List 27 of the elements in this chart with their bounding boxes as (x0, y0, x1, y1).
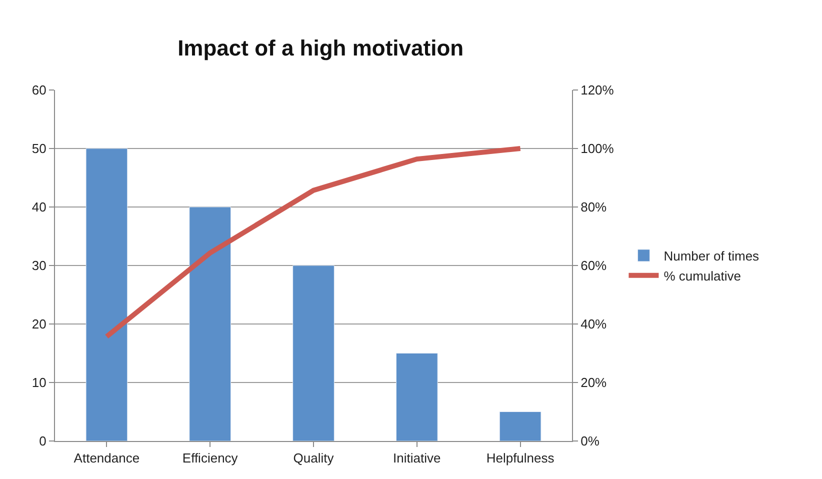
y-tick-label: 10 (32, 375, 46, 390)
bar (189, 206, 232, 441)
y2-tick-label: 40% (580, 316, 608, 332)
y-tick-label: 30 (32, 258, 46, 274)
x-tick-label: Initiative (393, 450, 441, 466)
legend-label: Number of times (664, 248, 760, 264)
x-tick-label: Attendance (74, 450, 140, 466)
y-tick-label: 60 (32, 82, 46, 98)
chart-title: Impact of a high motivation (178, 36, 464, 61)
y2-tick-label: 60% (580, 258, 608, 274)
y2-tick-label: 0% (580, 434, 600, 449)
bar (499, 412, 542, 441)
y2-tick-label: 80% (580, 200, 608, 215)
y2-tick-label: 20% (580, 375, 608, 390)
x-tick-label: Efficiency (182, 450, 238, 466)
y-tick-label: 40 (32, 200, 46, 215)
y-tick-label: 50 (32, 141, 46, 156)
bar (86, 148, 128, 441)
x-tick-label: Quality (293, 450, 334, 466)
bar (396, 353, 438, 441)
legend-label: % cumulative (664, 268, 742, 284)
y2-tick-label: 120% (580, 82, 614, 98)
y-tick-label: 20 (32, 316, 46, 332)
y2-tick-label: 100% (580, 141, 614, 156)
x-tick-label: Helpfulness (486, 450, 555, 466)
y-tick-label: 0 (39, 434, 46, 449)
bar (292, 265, 334, 441)
